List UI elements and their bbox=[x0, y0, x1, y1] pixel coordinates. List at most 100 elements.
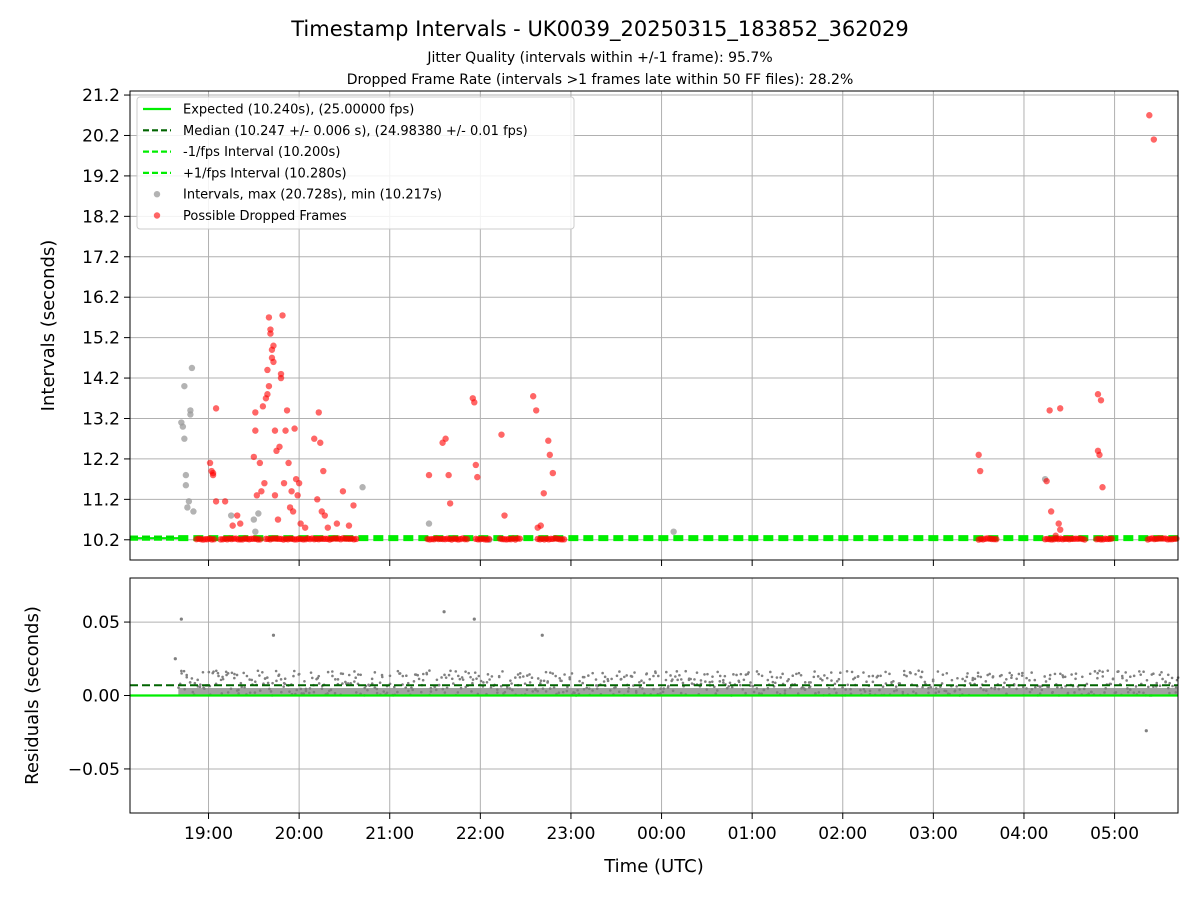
residual-point bbox=[1142, 670, 1145, 673]
residual-point bbox=[1145, 678, 1149, 682]
dropped-frame-point bbox=[265, 314, 273, 321]
dropped-frame-point bbox=[549, 469, 557, 477]
residual-point bbox=[1088, 672, 1092, 676]
residual-point bbox=[336, 678, 340, 681]
residual-point bbox=[652, 674, 655, 678]
residual-point bbox=[856, 675, 860, 678]
residual-point bbox=[412, 680, 416, 683]
residual-point bbox=[1015, 687, 1018, 691]
residual-point bbox=[1022, 685, 1025, 689]
residual-point bbox=[652, 687, 655, 691]
residual-point bbox=[304, 687, 308, 691]
residual-point bbox=[198, 685, 202, 689]
dropped-frame-point bbox=[280, 479, 288, 487]
residual-point bbox=[280, 690, 283, 694]
residual-point bbox=[625, 674, 628, 677]
residual-point bbox=[283, 677, 287, 681]
residual-point bbox=[458, 677, 462, 681]
residual-point bbox=[258, 674, 261, 677]
residual-point bbox=[783, 692, 787, 695]
dropped-frame-point bbox=[294, 492, 301, 499]
residual-point bbox=[656, 674, 660, 678]
residual-point bbox=[859, 688, 862, 692]
residual-point bbox=[523, 682, 527, 685]
residual-point bbox=[454, 670, 458, 673]
residual-point bbox=[1132, 691, 1136, 694]
dropped-frame-point bbox=[289, 508, 297, 515]
residual-point bbox=[823, 674, 826, 677]
residual-point bbox=[752, 690, 756, 694]
dropped-frame-point bbox=[546, 451, 554, 459]
residual-point bbox=[1096, 676, 1099, 680]
residual-point bbox=[953, 690, 957, 693]
residual-point bbox=[1060, 686, 1063, 690]
dropped-frame-point bbox=[529, 393, 537, 400]
residual-point bbox=[742, 678, 746, 682]
residual-point bbox=[642, 681, 646, 685]
chart-title: Timestamp Intervals - UK0039_20250315_18… bbox=[290, 17, 909, 42]
residual-point bbox=[288, 690, 291, 693]
residual-point bbox=[661, 690, 665, 694]
dropped-frame-point bbox=[317, 439, 324, 446]
residual-point bbox=[853, 676, 857, 680]
residual-point bbox=[779, 676, 782, 679]
intervals-series bbox=[178, 364, 1049, 543]
residual-point bbox=[380, 673, 384, 677]
residual-point bbox=[979, 686, 983, 690]
residual-point bbox=[421, 672, 425, 676]
residual-point bbox=[1111, 677, 1115, 681]
residual-point bbox=[295, 688, 299, 692]
residual-point bbox=[881, 685, 885, 688]
residual-point bbox=[747, 671, 750, 674]
residual-point bbox=[1090, 690, 1093, 694]
residual-point bbox=[640, 679, 643, 683]
residual-point bbox=[690, 682, 694, 685]
residual-point bbox=[984, 680, 988, 683]
residual-point bbox=[862, 687, 866, 691]
dropped-frame-point bbox=[282, 427, 289, 434]
dropped-frame-point bbox=[210, 536, 218, 543]
dropped-frame-point bbox=[261, 479, 268, 487]
residual-point bbox=[449, 669, 452, 673]
residual-point bbox=[755, 670, 759, 673]
residual-point bbox=[225, 673, 228, 677]
dropped-frame-point bbox=[271, 492, 279, 499]
dropped-frame-point bbox=[324, 524, 332, 531]
residual-point bbox=[786, 679, 789, 683]
x-tick-label: 03:00 bbox=[909, 824, 958, 844]
residual-point bbox=[760, 674, 764, 678]
residual-point bbox=[755, 687, 759, 690]
dropped-frame-point bbox=[560, 536, 568, 543]
residual-point bbox=[560, 679, 563, 683]
residual-point bbox=[346, 682, 350, 685]
residual-point bbox=[1132, 674, 1136, 678]
dropped-frame-point bbox=[1057, 526, 1064, 533]
residual-point bbox=[214, 669, 218, 673]
interval-point bbox=[255, 510, 262, 517]
legend-entry: Intervals, max (20.728s), min (10.217s) bbox=[183, 188, 442, 203]
residual-point bbox=[353, 670, 356, 673]
residual-point bbox=[300, 692, 304, 695]
residual-point bbox=[664, 678, 668, 682]
dropped-frame-point bbox=[442, 435, 449, 442]
residual-point bbox=[781, 672, 784, 676]
residual-point bbox=[732, 673, 735, 676]
residual-point bbox=[557, 691, 561, 695]
residual-point bbox=[1096, 671, 1099, 675]
residual-point bbox=[573, 691, 576, 695]
residual-point bbox=[937, 690, 941, 694]
residual-point bbox=[525, 674, 529, 677]
residual-point bbox=[548, 687, 552, 690]
residual-point bbox=[721, 678, 725, 682]
residual-point bbox=[326, 692, 329, 695]
residual-point bbox=[884, 682, 888, 685]
residual-point bbox=[333, 691, 337, 695]
residual-point bbox=[373, 686, 377, 689]
residual-point bbox=[490, 675, 494, 678]
residual-point bbox=[630, 675, 634, 678]
residual-point bbox=[716, 670, 719, 674]
residual-point bbox=[233, 676, 236, 680]
residual-point bbox=[456, 691, 460, 694]
residual-point bbox=[626, 690, 630, 693]
residual-point bbox=[803, 688, 807, 692]
